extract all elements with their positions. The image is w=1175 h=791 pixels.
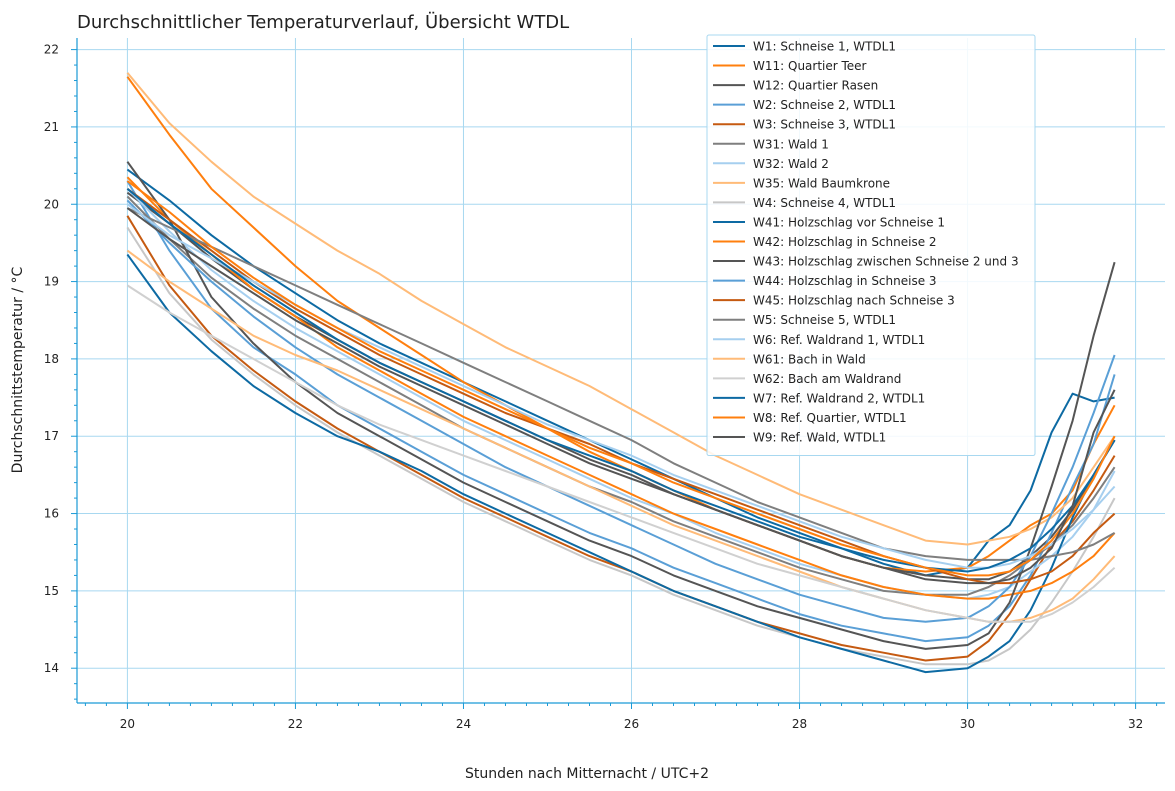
series-line-8 xyxy=(126,72,1116,546)
series-line-9 xyxy=(126,226,1116,666)
legend-label: W8: Ref. Quartier, WTDL1 xyxy=(753,411,907,425)
series-line-7 xyxy=(126,188,1116,600)
legend-label: W5: Schneise 5, WTDL1 xyxy=(753,313,896,327)
legend-label: W7: Ref. Waldrand 2, WTDL1 xyxy=(753,391,925,405)
series-line-4 xyxy=(126,180,1116,643)
series-line-21 xyxy=(126,207,1116,585)
legend-label: W9: Ref. Wald, WTDL1 xyxy=(753,431,886,445)
legend-label: W43: Holzschlag zwischen Schneise 2 und … xyxy=(753,255,1019,269)
x-tick-label: 32 xyxy=(1128,717,1143,731)
legend-label: W31: Wald 1 xyxy=(753,137,829,151)
series-line-12 xyxy=(126,161,1116,650)
x-tick-label: 28 xyxy=(792,717,807,731)
x-tick-label: 20 xyxy=(120,717,135,731)
series-line-19 xyxy=(126,188,1116,573)
y-tick-label: 17 xyxy=(44,429,59,443)
series-line-14 xyxy=(126,187,1116,585)
legend-label: W4: Schneise 4, WTDL1 xyxy=(753,196,896,210)
y-tick-label: 14 xyxy=(44,661,59,675)
legend-label: W41: Holzschlag vor Schneise 1 xyxy=(753,215,945,229)
series-line-18 xyxy=(126,284,1116,623)
series-line-6 xyxy=(126,195,1116,596)
legend-label: W44: Holzschlag in Schneise 3 xyxy=(753,274,937,288)
legend-box xyxy=(706,34,1036,457)
y-tick-label: 19 xyxy=(44,275,59,289)
legend-label: W12: Quartier Rasen xyxy=(753,79,878,93)
x-axis-label: Stunden nach Mitternacht / UTC+2 xyxy=(465,766,709,782)
y-tick-label: 22 xyxy=(44,43,59,57)
chart-title: Durchschnittlicher Temperaturverlauf, Üb… xyxy=(77,11,569,33)
series-group xyxy=(126,72,1116,674)
legend-label: W45: Holzschlag nach Schneise 3 xyxy=(753,294,955,308)
y-tick-label: 18 xyxy=(44,352,59,366)
legend-label: W1: Schneise 1, WTDL1 xyxy=(753,40,896,54)
y-axis-label: Durchschnittstemperatur / °C xyxy=(10,266,26,473)
y-tick-label: 21 xyxy=(44,120,59,134)
legend-label: W32: Wald 2 xyxy=(753,157,829,171)
legend-label: W2: Schneise 2, WTDL1 xyxy=(753,98,896,112)
legend-label: W35: Wald Baumkrone xyxy=(753,176,890,190)
legend-label: W11: Quartier Teer xyxy=(753,59,867,73)
y-tick-label: 16 xyxy=(44,507,59,521)
x-tick-label: 30 xyxy=(960,717,975,731)
x-tick-label: 24 xyxy=(456,717,471,731)
y-tick-label: 15 xyxy=(44,584,59,598)
legend-label: W61: Bach in Wald xyxy=(753,352,866,366)
series-line-20 xyxy=(126,180,1116,577)
x-tick-label: 26 xyxy=(624,717,639,731)
series-line-10 xyxy=(126,253,1116,674)
legend-label: W3: Schneise 3, WTDL1 xyxy=(753,118,896,132)
x-tick-label: 22 xyxy=(288,717,303,731)
legend-label: W62: Bach am Waldrand xyxy=(753,372,901,386)
series-line-17 xyxy=(126,249,1116,623)
legend-label: W42: Holzschlag in Schneise 2 xyxy=(753,235,937,249)
series-line-13 xyxy=(126,199,1116,623)
series-line-1 xyxy=(126,168,1115,577)
legend: W1: Schneise 1, WTDL1 W11: Quartier Teer W… xyxy=(706,34,1036,457)
y-tick-label: 20 xyxy=(44,197,59,211)
axes: 20 22 24 26 28 30 32 14 15 16 17 18 19 20 21 22 xyxy=(44,38,1165,731)
legend-label: W6: Ref. Waldrand 1, WTDL1 xyxy=(753,333,925,347)
